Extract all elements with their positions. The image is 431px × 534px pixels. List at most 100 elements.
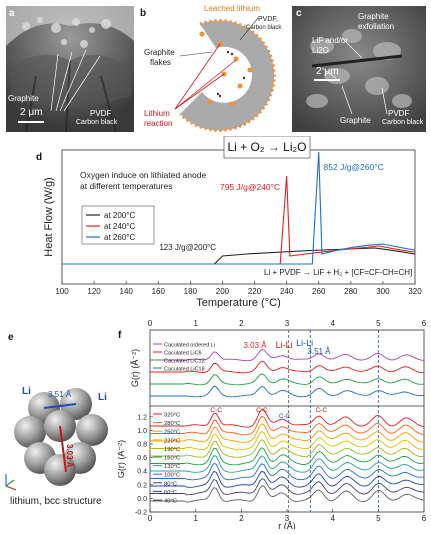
panel-label: c	[296, 8, 302, 19]
dsc-chart: 100 120 140 160 180 200 220 240 260 280 300 320 Temp…	[43, 135, 422, 309]
legend-entry: 160°C	[164, 456, 180, 462]
li-label-right: Li	[98, 392, 107, 403]
x-tick-label-top: 5	[376, 319, 381, 328]
exfoliation-label: exfoliation	[358, 22, 395, 31]
legend-entry: at 260°C	[104, 233, 135, 242]
panel-c: c Graphite exfoliation LiF and/or Li2O 2…	[292, 6, 426, 132]
x-axis-label: Temperature (°C)	[196, 297, 280, 308]
y-axis-label: G(r) (Å⁻²)	[118, 440, 126, 478]
panel-label: b	[140, 8, 147, 19]
graphite-label: Graphite	[358, 12, 389, 21]
x-tick-label-top: 0	[148, 319, 153, 328]
x-tick-label: 3	[285, 514, 290, 523]
pvdf-label: PVDF	[388, 109, 410, 118]
x-tick-label: 5	[376, 514, 381, 523]
exp-curve	[150, 439, 425, 458]
distance-303: 3.03 Å	[65, 444, 74, 468]
x-tick-label: 160	[152, 287, 166, 296]
x-tick-label: 260	[312, 287, 326, 296]
calc-curve	[150, 373, 425, 386]
x-tick-label-top: 6	[422, 319, 427, 328]
li2o-label: Li2O	[312, 46, 329, 55]
y-tick-label: 1.2	[137, 414, 147, 421]
y-tick-label: 1.0	[137, 428, 147, 435]
distance-303: 3.03 Å	[243, 341, 267, 350]
pvdf-label: PVDF	[90, 109, 112, 118]
scale-bar-label: 2 μm	[20, 107, 43, 118]
legend-entry: 280°C	[164, 421, 180, 427]
scale-bar-label: 2 μm	[316, 66, 339, 77]
legend-entry: 320°C	[164, 413, 180, 419]
legend-entry: 40°C	[164, 499, 177, 505]
x-tick-label: 140	[120, 287, 134, 296]
legend-entry: 60°C	[164, 490, 177, 496]
panel-label: f	[118, 330, 122, 341]
panel-d: d 100 120 140 160 180 200 220 240 260 280 300 320 Te…	[0, 135, 431, 309]
y-tick-label: 0.4	[137, 469, 147, 476]
panel-label: d	[36, 152, 43, 163]
pvdf-label: PVDF,	[258, 16, 278, 23]
panel-a: a Graphite PVDF Carbon black 2 μm	[6, 6, 134, 133]
exp-curve	[150, 485, 425, 503]
x-tick-label: 180	[184, 287, 198, 296]
exp-curve	[150, 423, 425, 443]
panel-f: f 0 0 1 1 2 2 3 3 4 4 5 5 6 6 r (Å) -0.2 0.0 0.2 0.4 0.6 0.8…	[116, 316, 431, 531]
exp-curve	[150, 470, 425, 488]
cc-label: C-C	[279, 413, 291, 420]
panel-label: e	[8, 332, 14, 343]
legend-box	[81, 205, 155, 245]
exp-curve	[150, 462, 424, 481]
x-tick-label: 240	[280, 287, 294, 296]
x-tick-label: 4	[330, 514, 335, 523]
exp-curve	[150, 415, 425, 436]
graphite-bottom-label: Graphite	[340, 116, 371, 125]
legend-entry: 80°C	[164, 481, 177, 487]
x-tick-label: 200	[216, 287, 230, 296]
x-axis-label: r (Å)	[278, 521, 296, 529]
panel-b: b Leached lithium PVDF, Carbon black Gra…	[140, 4, 290, 134]
legend-entry: Caculated ordered Li	[164, 343, 215, 349]
pdf-chart: 0 0 1 1 2 2 3 3 4 4 5 5 6 6 r (Å) -0.2 0.0 0.2 0.4 0.6 0.8 1.…	[116, 319, 427, 531]
lili-label-2: Li-Li	[296, 338, 313, 348]
legend-entry: Caculated LiC12	[164, 359, 205, 365]
sem-image-c	[292, 6, 426, 132]
cc-label: C-C	[315, 407, 327, 414]
x-tick-label-top: 4	[330, 319, 335, 328]
lili-label-1: Li-Li	[276, 340, 293, 350]
note-line-1: Oxygen induce on lithiated anode	[80, 170, 206, 180]
calc-curve	[150, 385, 425, 398]
peak-label-200: 123 J/g@200°C	[159, 243, 216, 252]
peak-label-260: 852 J/g@260°C	[324, 162, 384, 172]
cc-label: C-C	[210, 407, 222, 414]
x-tick-label: 1	[193, 514, 198, 523]
lif-label: LiF and/or	[312, 36, 349, 45]
exp-curve	[150, 455, 425, 473]
legend-entry: 100°C	[164, 473, 180, 479]
x-tick-label: 320	[408, 287, 422, 296]
x-tick-label-top: 2	[239, 319, 244, 328]
exp-curve	[150, 447, 425, 466]
legend-entry: 130°C	[164, 464, 180, 470]
equation-top: Li + O₂ → Li₂O	[227, 140, 306, 154]
equation-bottom: Li + PVDF → LiF + H₂ + [CF=CF-CH=CH]	[264, 268, 412, 277]
legend-entry: at 200°C	[104, 211, 135, 220]
x-tick-label: 220	[248, 287, 262, 296]
y-tick-label: 0.2	[137, 482, 147, 489]
exp-curve	[150, 408, 425, 428]
series-line-2	[62, 175, 416, 265]
legend-entry: 220°C	[164, 438, 180, 444]
schematic-b	[174, 17, 276, 132]
lithium-label: Lithium	[144, 109, 170, 118]
distance-351: 3.51 Å	[307, 347, 331, 356]
x-tick-label: 280	[344, 287, 358, 296]
carbon-black-label: Carbon black	[76, 119, 118, 126]
bcc-structure	[5, 388, 108, 491]
y-axis-label: Heat Flow (W/g)	[43, 177, 55, 256]
distance-351: 3.51 Å	[48, 390, 72, 399]
y-axis-label-top: G(r) (Å⁻²)	[130, 349, 140, 387]
series-line-3	[62, 151, 416, 265]
bcc-caption: lithium, bcc structure	[10, 496, 102, 507]
y-tick-label: 0.8	[137, 442, 147, 449]
cc-label: C-C	[256, 407, 268, 414]
graphite-label: Graphite	[144, 48, 175, 57]
